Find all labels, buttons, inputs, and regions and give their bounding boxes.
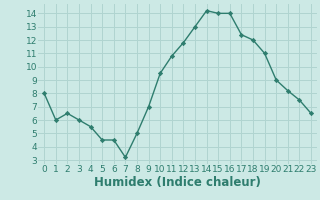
X-axis label: Humidex (Indice chaleur): Humidex (Indice chaleur)	[94, 176, 261, 189]
